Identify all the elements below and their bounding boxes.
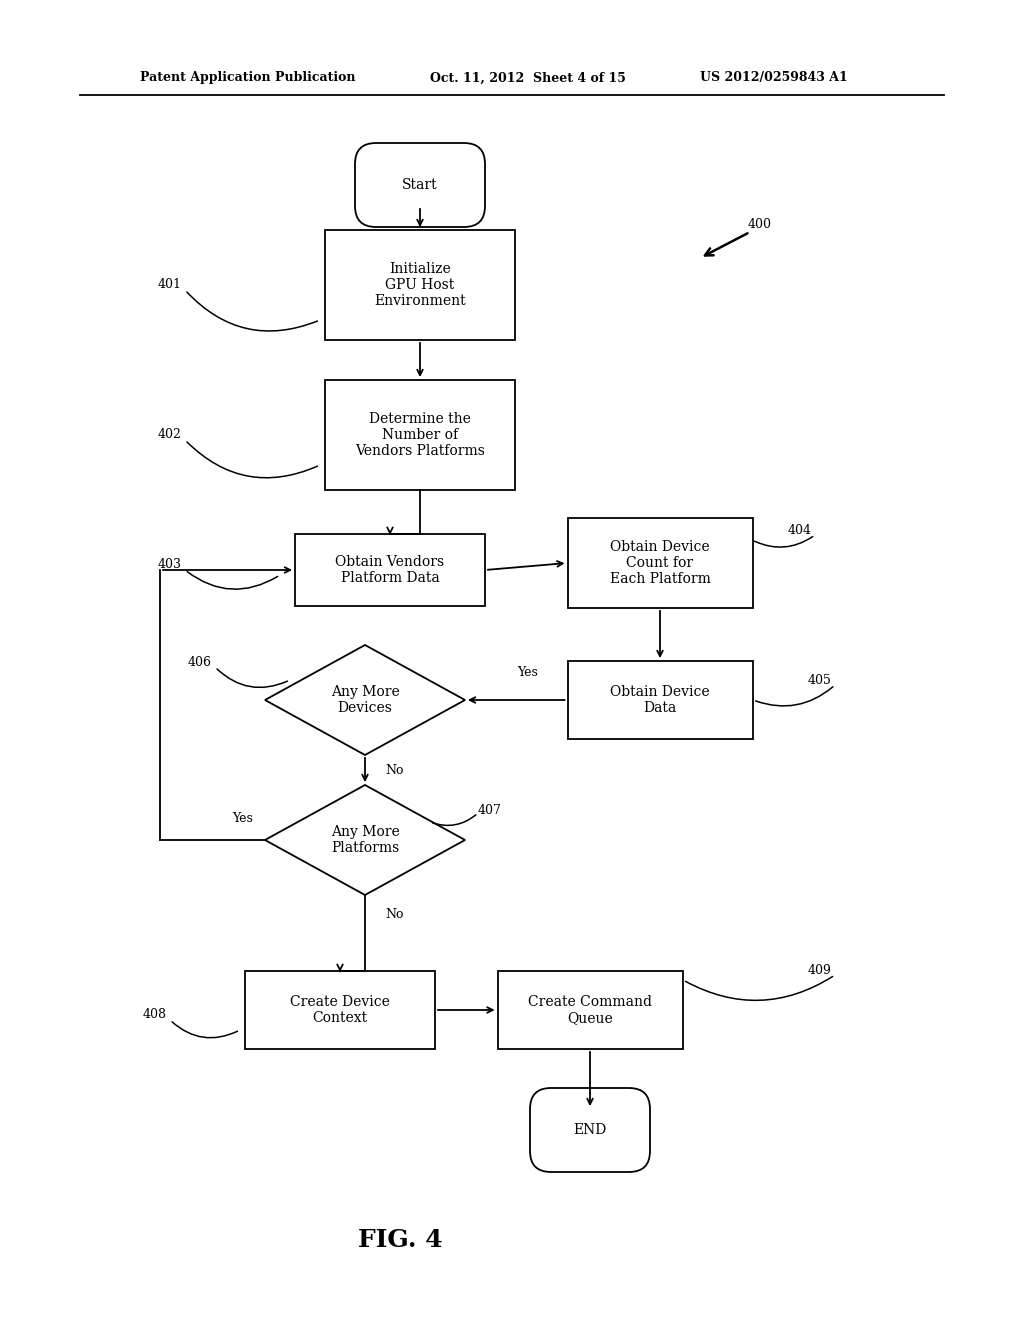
Text: 409: 409 (808, 964, 831, 977)
Bar (325, 380, 515, 490)
Text: Create Command
Queue: Create Command Queue (528, 995, 652, 1026)
Text: Patent Application Publication: Patent Application Publication (140, 71, 355, 84)
Text: Obtain Device
Data: Obtain Device Data (610, 685, 710, 715)
Text: Yes: Yes (232, 812, 253, 825)
Text: 402: 402 (158, 429, 182, 441)
Text: FIG. 4: FIG. 4 (357, 1228, 442, 1251)
Text: US 2012/0259843 A1: US 2012/0259843 A1 (700, 71, 848, 84)
Bar (498, 972, 683, 1049)
FancyBboxPatch shape (355, 143, 485, 227)
FancyBboxPatch shape (530, 1088, 650, 1172)
Text: Determine the
Number of
Vendors Platforms: Determine the Number of Vendors Platform… (355, 412, 485, 458)
Bar (295, 535, 485, 606)
Text: END: END (573, 1123, 606, 1137)
Text: 405: 405 (808, 673, 831, 686)
Text: Yes: Yes (517, 665, 538, 678)
Bar (325, 230, 515, 341)
Polygon shape (265, 785, 465, 895)
Text: Any More
Devices: Any More Devices (331, 685, 399, 715)
Text: Create Device
Context: Create Device Context (290, 995, 390, 1026)
Text: Obtain Device
Count for
Each Platform: Obtain Device Count for Each Platform (609, 540, 711, 586)
Text: No: No (386, 763, 404, 776)
Bar (245, 972, 435, 1049)
Text: 404: 404 (788, 524, 812, 536)
Polygon shape (265, 645, 465, 755)
Text: No: No (386, 908, 404, 921)
Text: 400: 400 (748, 219, 772, 231)
Text: Oct. 11, 2012  Sheet 4 of 15: Oct. 11, 2012 Sheet 4 of 15 (430, 71, 626, 84)
Bar (567, 661, 753, 739)
Text: 407: 407 (478, 804, 502, 817)
Text: 408: 408 (143, 1008, 167, 1022)
Text: 403: 403 (158, 558, 182, 572)
Text: 401: 401 (158, 279, 182, 292)
Text: Initialize
GPU Host
Environment: Initialize GPU Host Environment (374, 261, 466, 308)
Text: Obtain Vendors
Platform Data: Obtain Vendors Platform Data (336, 554, 444, 585)
Bar (567, 517, 753, 609)
Text: 406: 406 (188, 656, 212, 668)
Text: Any More
Platforms: Any More Platforms (331, 825, 399, 855)
Text: Start: Start (402, 178, 438, 191)
